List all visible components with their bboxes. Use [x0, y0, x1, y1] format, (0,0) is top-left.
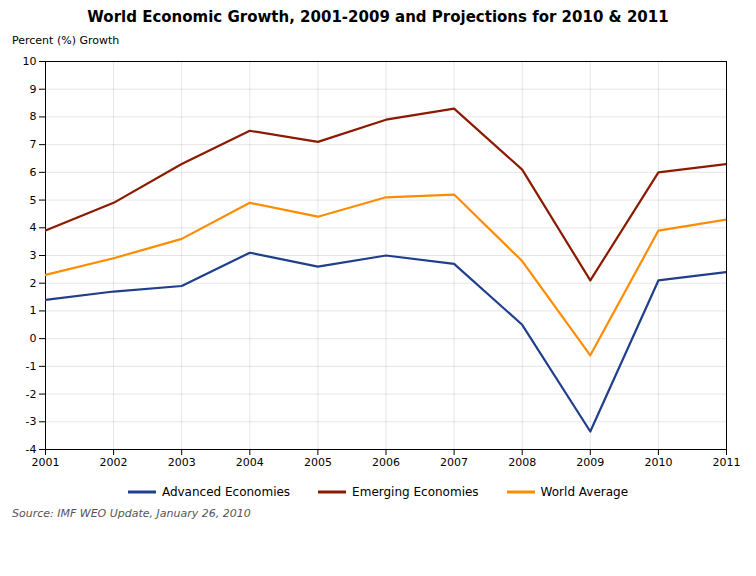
svg-text:2003: 2003 — [168, 456, 196, 469]
svg-text:-4: -4 — [26, 443, 37, 456]
html-text:World Economic Growth, 2001-20: World Economic Growth, 2001-2009 and Pro… — [87, 8, 669, 26]
svg-text:2: 2 — [30, 277, 37, 290]
svg-text:2002: 2002 — [100, 456, 128, 469]
html-text:Percent (%) Growth: Percent (%) Growth — [12, 34, 120, 47]
svg-text:1: 1 — [30, 304, 37, 317]
svg-text:4: 4 — [30, 221, 37, 234]
html-text:Emerging Economies: Emerging Economies — [352, 485, 479, 499]
svg-text:2001: 2001 — [32, 456, 60, 469]
html-text:Advanced Economies: Advanced Economies — [161, 485, 291, 499]
svg-text:2009: 2009 — [576, 456, 604, 469]
html-text:Source: IMF WEO Update, Januar: Source: IMF WEO Update, January 26, 2010 — [12, 507, 251, 520]
svg-text:2007: 2007 — [440, 456, 468, 469]
svg-text:2006: 2006 — [372, 456, 400, 469]
svg-text:7: 7 — [30, 138, 37, 151]
html-text:World Average: World Average — [540, 485, 629, 499]
svg-text:5: 5 — [30, 194, 37, 207]
svg-text:6: 6 — [30, 166, 37, 179]
svg-text:3: 3 — [30, 249, 37, 262]
svg-text:2004: 2004 — [236, 456, 264, 469]
svg-text:2008: 2008 — [508, 456, 536, 469]
svg-text:0: 0 — [30, 332, 37, 345]
svg-text:-2: -2 — [26, 388, 37, 401]
svg-text:2005: 2005 — [304, 456, 332, 469]
svg-text:2010: 2010 — [644, 456, 672, 469]
svg-text:2011: 2011 — [713, 456, 741, 469]
svg-text:10: 10 — [23, 55, 37, 68]
svg-text:8: 8 — [30, 110, 37, 123]
svg-text:-3: -3 — [26, 415, 37, 428]
svg-text:-1: -1 — [26, 360, 37, 373]
svg-text:9: 9 — [30, 83, 37, 96]
